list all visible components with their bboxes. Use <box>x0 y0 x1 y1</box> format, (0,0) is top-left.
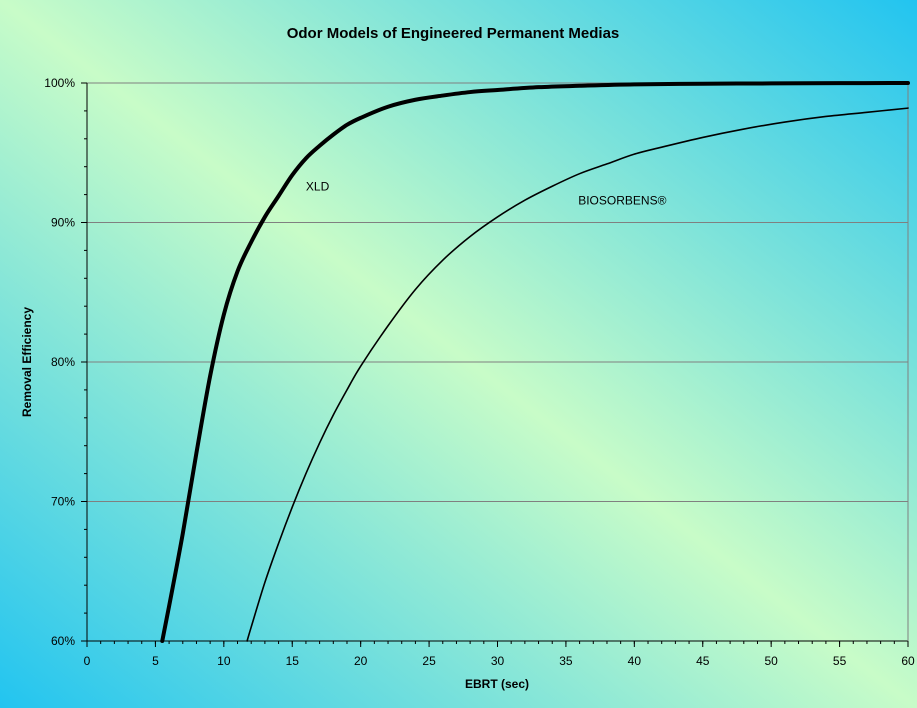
y-tick-label: 90% <box>51 216 75 230</box>
x-tick-label: 55 <box>833 654 847 668</box>
y-tick-label: 100% <box>44 76 75 90</box>
x-tick-label: 30 <box>491 654 505 668</box>
x-tick-label: 45 <box>696 654 710 668</box>
x-tick-label: 25 <box>422 654 436 668</box>
x-tick-label: 0 <box>84 654 91 668</box>
x-tick-label: 10 <box>217 654 231 668</box>
x-tick-label: 40 <box>628 654 642 668</box>
series-label-biosorbens: BIOSORBENS® <box>578 193 666 207</box>
y-axis-title: Removal Efficiency <box>20 307 34 417</box>
labels: 60% 70% 80% 90% 100% 0 5 10 15 20 25 30 35 40 45 50 55 60… <box>44 76 915 668</box>
series-label-xld: XLD <box>306 179 330 193</box>
x-tick-label: 50 <box>764 654 778 668</box>
x-tick-label: 5 <box>152 654 159 668</box>
axes <box>81 82 909 647</box>
chart-title: Odor Models of Engineered Permanent Medi… <box>287 25 620 42</box>
x-tick-label: 20 <box>354 654 368 668</box>
series-line-xld <box>160 81 910 643</box>
x-tick-label: 15 <box>286 654 300 668</box>
y-tick-label: 70% <box>51 495 75 509</box>
series-lines <box>160 81 910 643</box>
y-tick-label: 80% <box>51 355 75 369</box>
x-tick-label: 60 <box>901 654 915 668</box>
y-tick-label: 60% <box>51 634 75 648</box>
x-tick-label: 35 <box>559 654 573 668</box>
x-axis-title: EBRT (sec) <box>465 677 529 691</box>
series-line-biosorbens <box>246 107 909 642</box>
